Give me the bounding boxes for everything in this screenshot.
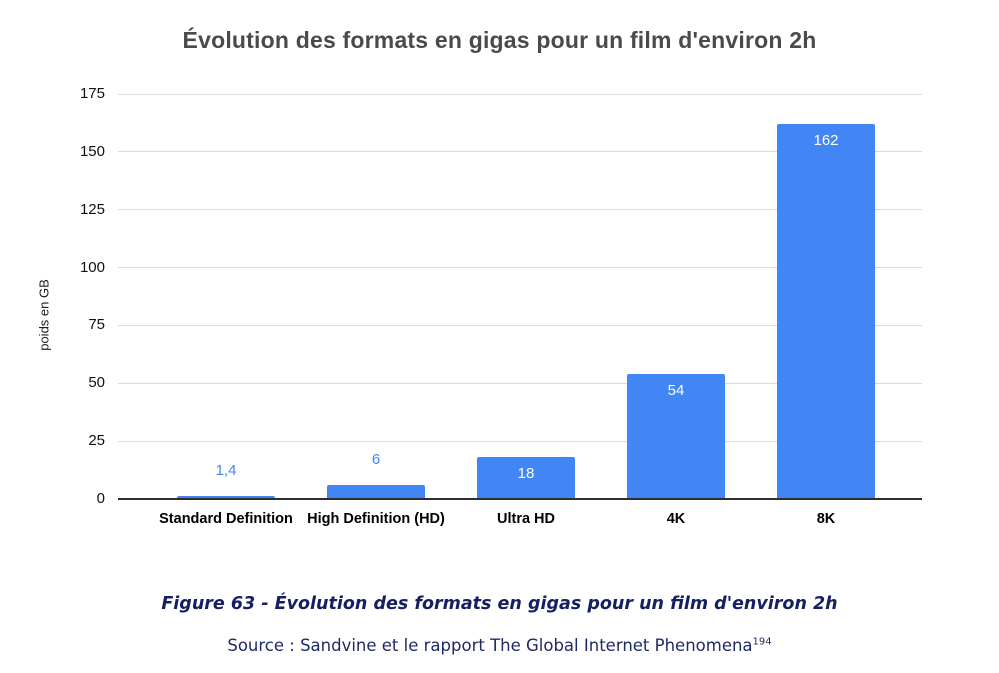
bar-4k [627, 374, 725, 499]
y-tick-label: 75 [88, 316, 105, 334]
gridline [118, 440, 922, 442]
source-footnote-number: 194 [752, 636, 772, 648]
value-label-ultra-hd: 18 [517, 465, 535, 482]
value-label-4k: 54 [667, 382, 685, 399]
x-axis-line [118, 498, 922, 500]
gridline [118, 324, 922, 326]
y-tick-label: 100 [79, 258, 105, 276]
y-axis-title: poids en GB [36, 279, 52, 351]
bar-8k [777, 124, 875, 499]
gridline [118, 209, 922, 211]
bar-high-definition-hd [327, 485, 425, 499]
chart-title: Évolution des formats en gigas pour un f… [182, 27, 817, 53]
gridline [118, 267, 922, 269]
y-tick-label: 0 [96, 490, 105, 507]
x-axis-label-standard-definition: Standard Definition [159, 511, 293, 527]
source-line: Source : Sandvine et le rapport The Glob… [0, 636, 999, 655]
x-axis-label-ultra-hd: Ultra HD [496, 511, 555, 527]
value-label-8k: 162 [813, 132, 839, 149]
figure-caption: Figure 63 - Évolution des formats en gig… [161, 594, 838, 614]
gridline [118, 151, 922, 153]
bar-ultra-hd [477, 457, 575, 499]
x-axis-label-4k: 4K [666, 511, 686, 527]
y-tick-label: 50 [88, 374, 105, 392]
y-tick-label: 25 [88, 432, 105, 450]
value-label-standard-definition: 1,4 [215, 462, 237, 479]
source-text: Source : Sandvine et le rapport The Glob… [227, 636, 753, 655]
y-tick-label: 125 [79, 200, 105, 218]
y-tick-label: 175 [79, 85, 105, 102]
value-label-high-definition-hd: 6 [371, 451, 381, 468]
gridline [118, 382, 922, 384]
y-tick-label: 150 [79, 142, 105, 160]
x-axis-label-8k: 8K [816, 511, 836, 527]
gridline [118, 93, 922, 95]
x-axis-label-high-definition-hd: High Definition (HD) [307, 511, 445, 527]
bar-standard-definition [177, 496, 275, 499]
